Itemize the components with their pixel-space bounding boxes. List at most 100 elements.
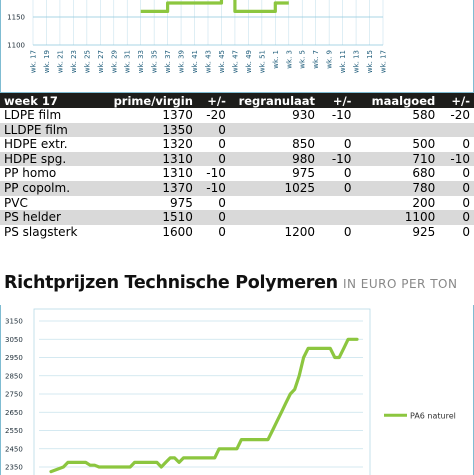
pa6-price-chart: 3150 3050 2950 2850 2750 2650 2550 2450 2350 PA6 … [0,305,474,475]
cell-maalgoed: 500 [412,137,436,152]
cell-maalgoed-change: -10 [439,151,474,167]
section-title-main: Richtprijzen Technische Polymeren [4,273,338,293]
cell-prime-change: 0 [218,137,226,152]
cell-prime-change: -20 [206,108,226,122]
cell-prime-change: 0 [196,151,230,167]
cell-prime-change: 0 [196,210,230,225]
cell-material: PVC [4,195,28,210]
cell-regranulaat-change: -10 [319,151,356,167]
table-row: PVC 975 0 200 0 [0,196,474,211]
y-tick-label: 1100 [7,42,25,50]
cell-maalgoed: 1100 [355,210,440,225]
cell-maalgoed: 780 [355,180,440,196]
y-tick-label: 2350 [5,464,23,472]
cell-maalgoed: 710 [355,151,440,167]
header-maalgoed-change: +/- [439,93,474,108]
x-tick-label: wk. 31 [124,50,132,73]
cell-prime: 1370 [100,180,197,196]
cell-regranulaat: 1200 [284,224,316,239]
table-row: LLDPE film 1350 0 [0,122,474,138]
cell-maalgoed-change: 0 [462,195,470,210]
table-row: PS helder 1510 0 1100 0 [0,210,474,225]
x-tick-label: wk. 23 [70,50,78,73]
series-line [140,0,289,13]
table-row: LDPE film 1370 -20 930 -10 580 -20 [0,108,474,123]
cell-prime: 1310 [162,166,193,181]
x-tick-label: wk. 21 [56,50,64,73]
section-title-unit: IN EURO PER TON [342,277,458,291]
top-chart-svg: 1150 1100 wk. 17 wk. 19 wk. 21 wk. 23 wk. 25 wk… [7,0,388,73]
x-tick-label: wk. 15 [366,50,374,73]
cell-regranulaat-change: 0 [319,180,356,196]
cell-material: LLDPE film [0,122,101,138]
cell-prime: 1510 [100,210,197,225]
cell-prime-change: 0 [196,122,230,138]
y-tick-label: 1150 [7,14,25,22]
cell-regranulaat-change [319,210,356,225]
cell-regranulaat: 975 [292,166,316,181]
x-tick-label: wk. 5 [299,50,307,69]
x-tick-label: wk. 3 [285,50,293,69]
x-tick-label: wk. 43 [205,50,213,73]
table-header-row: week 17 prime/virgin +/- regranulaat +/-… [0,93,474,108]
cell-prime-change: 0 [218,195,226,210]
table-body: LDPE film 1370 -20 930 -10 580 -20 LLDPE film 13… [0,108,474,239]
section-title: Richtprijzen Technische Polymeren IN EUR… [4,273,457,293]
y-tick-label: 2450 [5,445,23,453]
y-tick-label: 2650 [5,409,23,417]
cell-material: PS slagsterk [4,224,78,239]
cell-maalgoed [355,122,440,138]
price-table: week 17 prime/virgin +/- regranulaat +/-… [0,93,474,239]
x-tick-label: wk. 17 [380,50,388,73]
y-tick-label: 3150 [5,318,23,326]
table-row: PP homo 1310 -10 975 0 680 0 [0,166,474,181]
cell-maalgoed-change: -20 [450,108,470,122]
x-tick-label: wk. 33 [137,50,145,73]
cell-material: PP homo [4,166,57,181]
cell-regranulaat: 930 [292,108,316,122]
cell-regranulaat-change: -10 [331,108,352,122]
cell-maalgoed-change: 0 [439,210,474,225]
cell-maalgoed-change: 0 [462,224,470,239]
y-tick-label: 3050 [5,336,23,344]
x-tick-label: wk. 45 [218,50,226,73]
cell-maalgoed-change [439,122,474,138]
cell-regranulaat-change: 0 [343,224,352,239]
x-tick-label: wk. 47 [231,50,239,73]
x-tick-label: wk. 25 [83,50,91,73]
cell-regranulaat [229,122,320,138]
cell-maalgoed: 925 [412,224,436,239]
cell-regranulaat: 980 [229,151,320,167]
x-tick-label: wk. 37 [164,50,172,73]
cell-material: PS helder [0,210,101,225]
x-tick-label: wk. 35 [151,50,159,73]
cell-material: PP copolm. [0,180,101,196]
x-tick-label: wk. 11 [339,50,347,73]
header-week: week 17 [0,93,101,108]
cell-prime: 1310 [100,151,197,167]
cell-prime: 975 [169,195,193,210]
header-prime-virgin: prime/virgin [100,93,197,108]
table-row: HDPE spg. 1310 0 980 -10 710 -10 [0,151,474,167]
bottom-chart-svg: 3150 3050 2950 2850 2750 2650 2550 2450 2350 PA6 … [5,308,456,475]
cell-regranulaat-change: 0 [343,137,352,152]
cell-maalgoed-change: 0 [462,137,470,152]
cell-regranulaat [230,196,319,211]
table-row: PP copolm. 1370 -10 1025 0 780 0 [0,180,474,196]
y-tick-label: 2550 [5,427,23,435]
x-tick-label: wk. 17 [30,50,38,73]
cell-regranulaat-change [319,196,355,211]
x-tick-label: wk. 49 [245,50,253,73]
cell-prime: 1370 [162,108,193,122]
series-line-pa6 [49,337,359,474]
cell-maalgoed: 200 [412,195,436,210]
legend-label: PA6 naturel [410,411,456,420]
header-prime-change: +/- [196,93,230,108]
top-price-chart: 1150 1100 wk. 17 wk. 19 wk. 21 wk. 23 wk. 25 wk… [0,0,474,93]
cell-regranulaat: 1025 [229,180,320,196]
x-tick-label: wk. 7 [312,50,320,69]
header-maalgoed: maalgoed [355,93,440,108]
cell-prime-change: -10 [196,180,230,196]
header-regranulaat-change: +/- [319,93,356,108]
plot-frame [33,308,371,475]
